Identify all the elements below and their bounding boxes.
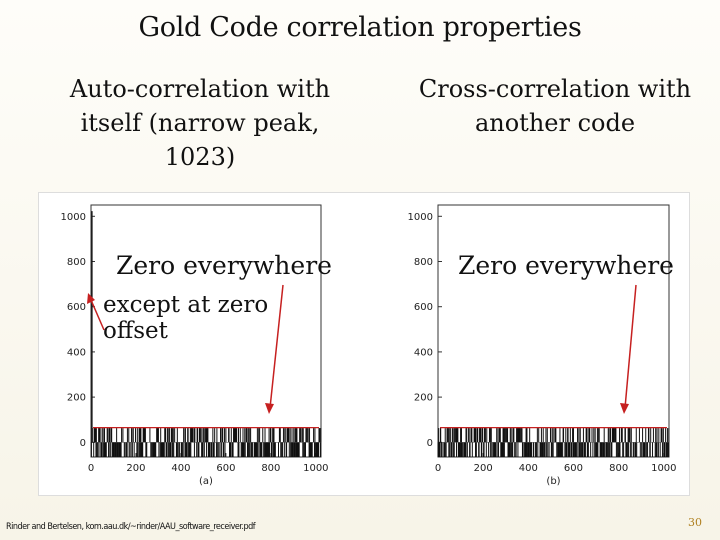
x-tick-label: 0 (435, 463, 441, 474)
y-tick-label: 600 (67, 302, 86, 313)
x-tick-label: 600 (564, 463, 583, 474)
y-tick-label: 200 (414, 393, 433, 404)
annotation-left-detail: except at zero offset (103, 292, 269, 344)
y-tick-label: 600 (414, 302, 433, 313)
x-tick-label: 0 (88, 463, 94, 474)
y-tick-label: 800 (67, 257, 86, 268)
correlation-charts: 0 200 400 600 800 1000 0 200 400 600 800 1000 (a) 0 20… (61, 204, 677, 487)
x-tick-label: 1000 (303, 463, 328, 474)
y-tick-label: 0 (427, 438, 433, 449)
x-tick-label: 400 (519, 463, 538, 474)
x-tick-label: 400 (171, 463, 190, 474)
x-tick-label: 200 (126, 463, 145, 474)
plot-frame-1 (437, 204, 670, 458)
x-tick-label: 600 (216, 463, 235, 474)
y-tick-label: 1000 (408, 212, 433, 223)
panel-label: (b) (546, 476, 560, 487)
subhead-autocorrelation: Auto-correlation with itself (narrow pea… (69, 75, 331, 171)
slide-title: Gold Code correlation properties (138, 12, 582, 43)
x-tick-label: 200 (474, 463, 493, 474)
x-tick-label: 1000 (651, 463, 676, 474)
annotation-right-title: Zero everywhere (458, 251, 674, 280)
y-tick-label: 200 (67, 393, 86, 404)
correlation-figure: 0 200 400 600 800 1000 0 200 400 600 800 1000 (a) 0 20… (38, 192, 690, 496)
panel-label: (a) (199, 476, 213, 487)
y-tick-label: 400 (67, 347, 86, 358)
annotation-left-title: Zero everywhere (116, 251, 332, 280)
y-tick-label: 0 (80, 438, 86, 449)
y-tick-label: 400 (414, 347, 433, 358)
y-tick-label: 800 (414, 257, 433, 268)
y-tick-label: 1000 (61, 212, 86, 223)
x-tick-label: 800 (261, 463, 280, 474)
subhead-crosscorrelation: Cross-correlation with another code (418, 75, 692, 137)
page-number: 30 (688, 516, 702, 529)
source-citation: Rinder and Bertelsen, kom.aau.dk/~rinder… (6, 522, 256, 532)
x-tick-label: 800 (609, 463, 628, 474)
